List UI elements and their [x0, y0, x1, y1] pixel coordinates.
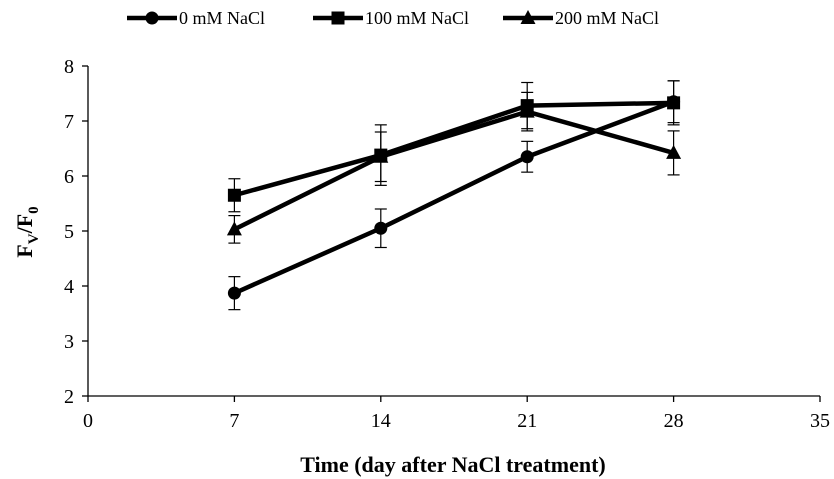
data-point — [667, 96, 681, 110]
data-point — [227, 286, 241, 300]
x-ticks: 0 7 14 21 28 35 — [83, 396, 830, 432]
data-point — [374, 221, 388, 235]
x-tick-label: 14 — [371, 410, 391, 432]
legend-item: 100 mM NaCl — [313, 8, 469, 28]
legend-item: 0 mM NaCl — [127, 8, 265, 28]
series-triangle — [226, 91, 682, 244]
legend-label: 100 mM NaCl — [365, 8, 469, 28]
axes: 0 7 14 21 28 35 2 3 4 5 6 7 8 — [64, 56, 830, 432]
y-axis-title-sub1: V — [26, 233, 42, 244]
legend-marker — [145, 11, 159, 25]
legend-label: 0 mM NaCl — [179, 8, 265, 28]
series-line — [233, 99, 675, 296]
y-tick-label: 4 — [64, 276, 74, 298]
y-axis-title-main2: F — [12, 214, 37, 227]
series-line — [233, 109, 675, 232]
y-axis-title: FV/F0 — [12, 206, 42, 257]
y-tick-label: 7 — [64, 111, 74, 133]
series-circle — [227, 80, 681, 311]
y-axis-title-slash: / — [12, 226, 37, 234]
x-tick-label: 7 — [229, 410, 239, 432]
legend: 0 mM NaCl 100 mM NaCl 200 mM NaCl — [127, 8, 659, 28]
y-ticks: 2 3 4 5 6 7 8 — [64, 56, 88, 408]
legend-marker — [520, 10, 536, 24]
y-tick-label: 3 — [64, 331, 74, 353]
y-tick-label: 2 — [64, 386, 74, 408]
data-point — [666, 144, 682, 159]
data-point — [373, 148, 389, 163]
series-line — [233, 100, 674, 198]
data-point — [227, 188, 241, 202]
series-layer — [226, 80, 682, 311]
y-tick-label: 5 — [64, 221, 74, 243]
y-tick-label: 6 — [64, 166, 74, 188]
x-tick-label: 35 — [810, 410, 830, 432]
legend-item: 200 mM NaCl — [503, 8, 659, 28]
y-tick-label: 8 — [64, 56, 74, 78]
x-tick-label: 0 — [83, 410, 93, 432]
y-axis-title-sub2: 0 — [26, 206, 42, 214]
x-axis-title: Time (day after NaCl treatment) — [300, 452, 605, 477]
data-point — [226, 221, 242, 236]
data-point — [519, 103, 535, 118]
x-tick-label: 28 — [664, 410, 684, 432]
x-tick-label: 21 — [517, 410, 537, 432]
legend-label: 200 mM NaCl — [555, 8, 659, 28]
y-axis-title-main1: F — [12, 244, 37, 257]
legend-marker — [331, 11, 345, 25]
data-point — [520, 150, 534, 164]
